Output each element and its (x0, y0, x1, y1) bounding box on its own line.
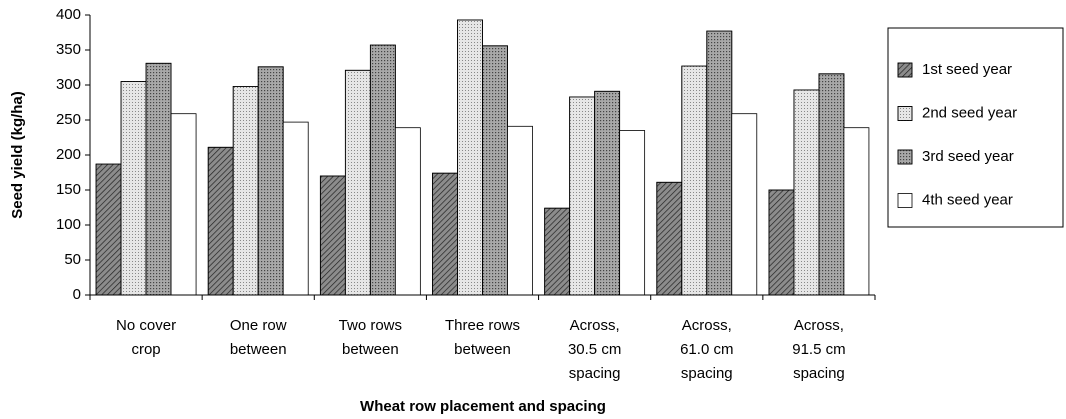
x-axis-title: Wheat row placement and spacing (360, 398, 606, 415)
x-tick-label: Across, 30.5 cm spacing (567, 317, 622, 382)
y-tick-label: 250 (56, 111, 81, 128)
bar (95, 163, 122, 296)
legend-label: 1st seed year (922, 61, 1012, 78)
bar (257, 66, 284, 296)
y-tick-label: 350 (56, 41, 81, 58)
y-tick-label: 400 (56, 6, 81, 23)
bar (120, 81, 147, 296)
x-tick-label: Across, 61.0 cm spacing (680, 317, 734, 382)
y-axis-title: Seed yield (kg/ha) (9, 91, 26, 219)
bar (843, 127, 870, 296)
legend-hatch (897, 62, 913, 78)
y-tick-label: 50 (64, 251, 81, 268)
bar (594, 90, 621, 296)
legend-box (887, 27, 1064, 228)
bar (544, 207, 571, 296)
y-tick-label: 150 (56, 181, 81, 198)
bar (793, 89, 820, 296)
bar (319, 175, 346, 296)
bar (507, 125, 533, 296)
bar (394, 127, 421, 296)
bar (619, 130, 646, 296)
legend-label: 4th seed year (922, 191, 1013, 208)
bar (656, 181, 683, 296)
bar (681, 65, 708, 296)
bar (344, 69, 371, 296)
bar (369, 44, 396, 296)
bar (569, 96, 596, 296)
y-tick-label: 200 (56, 146, 81, 163)
x-tick-label: No cover crop (116, 317, 177, 358)
bar (768, 189, 795, 296)
x-tick-label: Three rows between (444, 317, 521, 358)
legend-swatch (897, 193, 913, 208)
bar (207, 146, 234, 296)
bar (706, 30, 733, 296)
legend-label: 3rd seed year (922, 148, 1014, 165)
bar (482, 45, 508, 296)
y-tick-label: 300 (56, 76, 81, 93)
bar (457, 19, 483, 296)
bar (818, 73, 845, 296)
y-tick-label: 100 (56, 216, 81, 233)
bar (170, 113, 197, 296)
x-tick-label: One row between (229, 317, 287, 358)
bar (282, 121, 309, 296)
bar (145, 62, 172, 296)
legend-label: 2nd seed year (922, 104, 1017, 121)
x-tick-label: Two rows between (338, 317, 403, 358)
bar (232, 86, 259, 296)
bar (731, 113, 758, 296)
legend-hatch (897, 106, 913, 121)
legend-hatch (897, 149, 913, 165)
bar (432, 172, 458, 296)
y-tick-label: 0 (73, 286, 81, 303)
x-tick-label: Across, 91.5 cm spacing (792, 317, 846, 382)
